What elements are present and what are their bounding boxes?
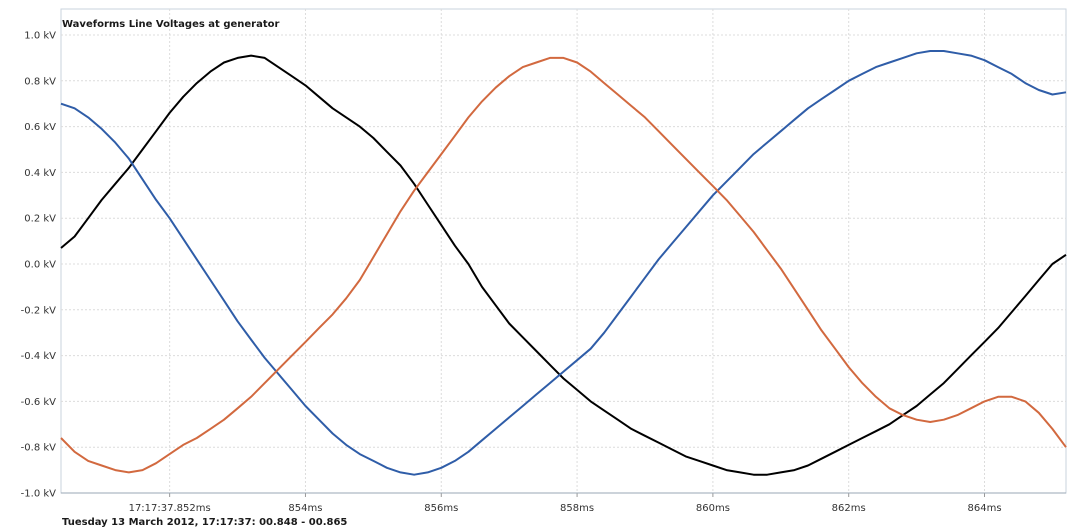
x-tick-label: 860ms [696, 503, 730, 514]
y-tick-label: 0.2 kV [24, 214, 56, 225]
x-tick-label: 858ms [560, 503, 594, 514]
y-tick-label: 1.0 kV [24, 31, 56, 42]
x-tick-label: 17:17:37.852ms [129, 503, 211, 514]
date-range-caption: Tuesday 13 March 2012, 17:17:37: 00.848 … [62, 517, 348, 528]
x-tick-label: 854ms [288, 503, 322, 514]
y-tick-label: 0.6 kV [24, 122, 56, 133]
y-tick-label: 0.4 kV [24, 168, 56, 179]
x-tick-label: 864ms [967, 503, 1001, 514]
y-tick-label: 0.0 kV [24, 260, 56, 271]
series-line-1 [60, 54, 1067, 476]
y-tick-label: -0.8 kV [21, 443, 56, 454]
x-tick-label: 862ms [832, 503, 866, 514]
y-tick-label: -0.2 kV [21, 305, 56, 316]
series-line-3 [60, 56, 1067, 474]
y-tick-label: -1.0 kV [21, 489, 56, 500]
series-line-2 [60, 50, 1067, 476]
y-tick-label: -0.6 kV [21, 397, 56, 408]
y-tick-label: -0.4 kV [21, 351, 56, 362]
plot-area [60, 8, 1067, 494]
y-tick-label: 0.8 kV [24, 76, 56, 87]
chart-title: Waveforms Line Voltages at generator [62, 19, 280, 30]
x-tick-label: 856ms [424, 503, 458, 514]
